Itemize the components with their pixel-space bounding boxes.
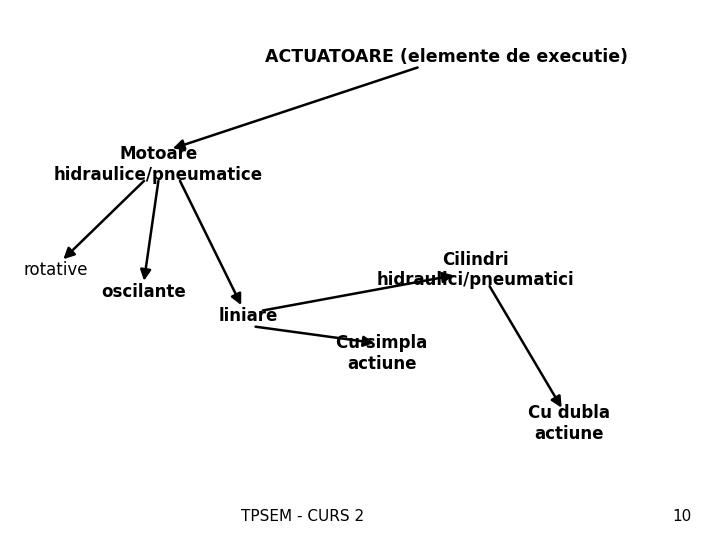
Text: Motoare
hidraulice/pneumatice: Motoare hidraulice/pneumatice (54, 145, 263, 184)
Text: oscilante: oscilante (102, 282, 186, 301)
Text: ACTUATOARE (elemente de executie): ACTUATOARE (elemente de executie) (265, 48, 628, 66)
Text: Cilindri
hidraulici/pneumatici: Cilindri hidraulici/pneumatici (377, 251, 574, 289)
Text: Cu dubla
actiune: Cu dubla actiune (528, 404, 610, 443)
Text: TPSEM - CURS 2: TPSEM - CURS 2 (240, 509, 364, 524)
Text: liniare: liniare (219, 307, 278, 325)
Text: 10: 10 (672, 509, 691, 524)
Text: rotative: rotative (24, 261, 89, 279)
Text: Cu simpla
actiune: Cu simpla actiune (336, 334, 427, 373)
